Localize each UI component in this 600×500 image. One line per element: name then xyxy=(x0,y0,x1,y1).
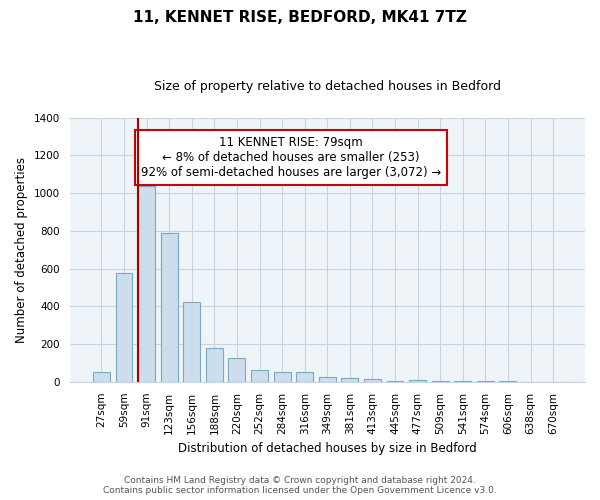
Bar xyxy=(274,372,290,382)
Bar xyxy=(138,186,155,382)
Bar xyxy=(432,381,449,382)
Bar xyxy=(477,381,494,382)
Title: Size of property relative to detached houses in Bedford: Size of property relative to detached ho… xyxy=(154,80,501,93)
Bar xyxy=(499,381,517,382)
Bar xyxy=(296,372,313,382)
Bar xyxy=(93,372,110,382)
Bar xyxy=(116,274,133,382)
Bar xyxy=(386,381,403,382)
Bar xyxy=(206,348,223,382)
Bar xyxy=(229,358,245,382)
Bar xyxy=(341,378,358,382)
Y-axis label: Number of detached properties: Number of detached properties xyxy=(15,157,28,343)
Bar xyxy=(364,379,381,382)
Text: 11 KENNET RISE: 79sqm
← 8% of detached houses are smaller (253)
92% of semi-deta: 11 KENNET RISE: 79sqm ← 8% of detached h… xyxy=(141,136,442,180)
Bar xyxy=(319,377,336,382)
Bar xyxy=(161,233,178,382)
Text: Contains HM Land Registry data © Crown copyright and database right 2024.
Contai: Contains HM Land Registry data © Crown c… xyxy=(103,476,497,495)
Text: 11, KENNET RISE, BEDFORD, MK41 7TZ: 11, KENNET RISE, BEDFORD, MK41 7TZ xyxy=(133,10,467,25)
X-axis label: Distribution of detached houses by size in Bedford: Distribution of detached houses by size … xyxy=(178,442,476,455)
Bar xyxy=(251,370,268,382)
Bar xyxy=(409,380,426,382)
Bar xyxy=(183,302,200,382)
Bar xyxy=(454,381,471,382)
